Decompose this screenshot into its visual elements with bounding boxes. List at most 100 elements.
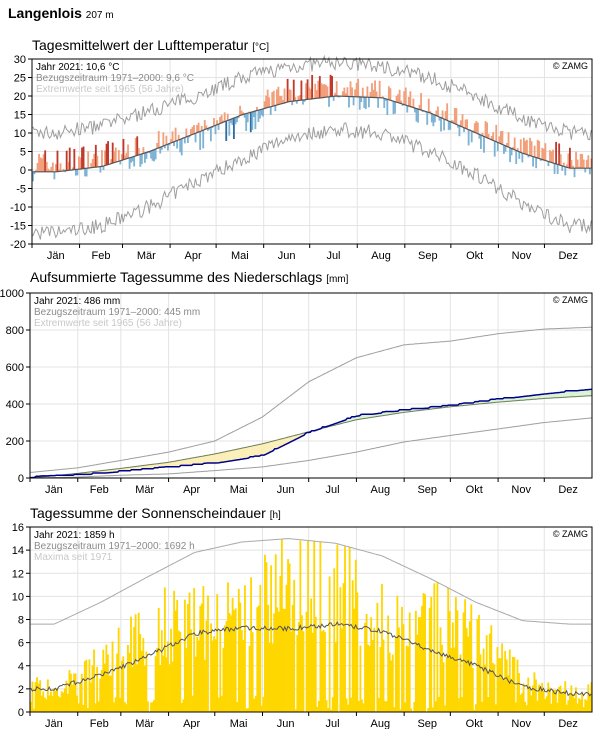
- temp-daily-bar: [277, 86, 280, 105]
- sun-daily-bar: [233, 610, 236, 712]
- sun-copyright: © ZAMG: [553, 529, 588, 539]
- temp-daily-bar: [435, 110, 438, 116]
- sun-daily-bar: [260, 705, 263, 712]
- sun-daily-bar: [579, 699, 582, 712]
- temp-xtick-label: Jän: [47, 250, 65, 262]
- temp-legend-line: Jahr 2021: 10,6 °C: [36, 62, 120, 73]
- sun-daily-bar: [153, 699, 156, 712]
- precip-surplus-area: [565, 390, 568, 398]
- sun-daily-bar: [570, 685, 573, 712]
- precip-surplus-area: [507, 397, 509, 402]
- precip-deficit-area: [244, 447, 246, 459]
- sun-daily-bar: [391, 654, 394, 712]
- temp-ytick-label: 25: [14, 73, 26, 85]
- precip-surplus-area: [576, 390, 579, 397]
- sun-daily-bar: [585, 700, 588, 712]
- sun-ytick-label: 0: [18, 707, 24, 719]
- sun-daily-bar: [119, 697, 122, 712]
- sun-daily-bar: [290, 631, 293, 712]
- temp-daily-bar: [559, 154, 562, 166]
- temp-daily-bar: [144, 152, 146, 163]
- sun-daily-bar: [430, 596, 433, 712]
- sun-daily-bar: [410, 708, 413, 712]
- precip-surplus-area: [511, 397, 514, 401]
- sun-daily-bar: [244, 585, 246, 712]
- sun-daily-bar: [39, 680, 42, 712]
- precipitation-unit: [mm]: [326, 274, 349, 285]
- temp-daily-bar: [58, 169, 60, 172]
- precip-deficit-area: [282, 438, 285, 446]
- precip-surplus-area: [399, 409, 402, 413]
- sunshine-unit: [h]: [269, 510, 281, 521]
- sun-daily-bar: [276, 607, 279, 712]
- temp-daily-bar: [47, 168, 50, 173]
- temp-daily-bar: [272, 90, 275, 107]
- temp-daily-bar: [541, 147, 544, 160]
- temp-daily-bar: [394, 101, 396, 114]
- temp-daily-bar: [361, 87, 364, 98]
- temp-daily-bar: [196, 124, 198, 133]
- temp-daily-bar: [371, 83, 373, 98]
- sun-daily-bar: [117, 627, 120, 712]
- temp-daily-bar: [516, 148, 519, 152]
- sun-daily-bar: [416, 634, 419, 712]
- precip-surplus-area: [579, 390, 582, 397]
- precip-deficit-area: [228, 450, 231, 462]
- temp-daily-bar: [478, 134, 481, 139]
- sun-daily-bar: [496, 647, 499, 712]
- temp-daily-bar: [417, 108, 419, 123]
- sun-xtick-label: Feb: [90, 718, 109, 729]
- sun-daily-bar: [85, 659, 88, 712]
- sun-daily-bar: [555, 689, 557, 712]
- temp-daily-bar: [386, 99, 389, 116]
- temp-daily-bar: [433, 114, 436, 123]
- sun-ytick-label: 2: [18, 684, 24, 696]
- precip-deficit-area: [165, 462, 167, 467]
- temp-daily-bar: [553, 163, 556, 174]
- sun-daily-bar: [408, 612, 411, 712]
- precip-deficit-area: [177, 460, 180, 467]
- precip-deficit-area: [197, 456, 200, 465]
- temp-ytick-label: 10: [14, 128, 26, 140]
- sun-daily-bar: [511, 656, 514, 712]
- precip-deficit-area: [125, 467, 127, 471]
- sun-daily-bar: [404, 702, 406, 712]
- sun-daily-bar: [46, 679, 49, 712]
- precip-deficit-area: [253, 445, 255, 457]
- sun-daily-bar: [296, 634, 299, 712]
- temp-daily-bar: [375, 91, 378, 98]
- temp-daily-bar: [71, 167, 74, 171]
- sun-daily-bar: [202, 586, 205, 712]
- temp-daily-bar: [317, 80, 320, 99]
- sun-daily-bar: [228, 613, 231, 712]
- sun-daily-bar: [134, 614, 137, 712]
- precip-ytick-label: 200: [6, 436, 24, 448]
- precip-deficit-area: [134, 466, 137, 470]
- temp-daily-bar: [139, 154, 142, 167]
- precip-surplus-area: [575, 390, 577, 397]
- temp-daily-bar: [475, 121, 478, 134]
- sun-daily-bar: [93, 649, 95, 712]
- sun-daily-bar: [256, 607, 259, 712]
- temp-daily-bar: [243, 114, 246, 118]
- temp-daily-bar: [456, 124, 459, 128]
- sun-daily-bar: [254, 695, 257, 712]
- temp-daily-bar: [398, 89, 401, 104]
- temp-daily-bar: [239, 105, 241, 116]
- precip-ytick-label: 800: [6, 325, 24, 337]
- sun-daily-bar: [207, 595, 209, 712]
- temp-daily-bar: [484, 121, 487, 138]
- precip-surplus-area: [559, 392, 562, 398]
- temp-daily-bar: [190, 129, 192, 136]
- precip-surplus-area: [505, 397, 508, 402]
- sun-daily-bar: [154, 656, 157, 712]
- precip-deficit-area: [242, 447, 244, 460]
- temp-daily-bar: [222, 120, 225, 123]
- precip-deficit-area: [159, 463, 161, 468]
- precip-surplus-area: [542, 394, 545, 399]
- sun-daily-bar: [364, 622, 366, 712]
- precip-deficit-area: [261, 443, 263, 456]
- sun-daily-bar: [30, 701, 32, 712]
- temp-daily-bar: [295, 100, 298, 104]
- precip-xtick-label: Jän: [45, 484, 63, 496]
